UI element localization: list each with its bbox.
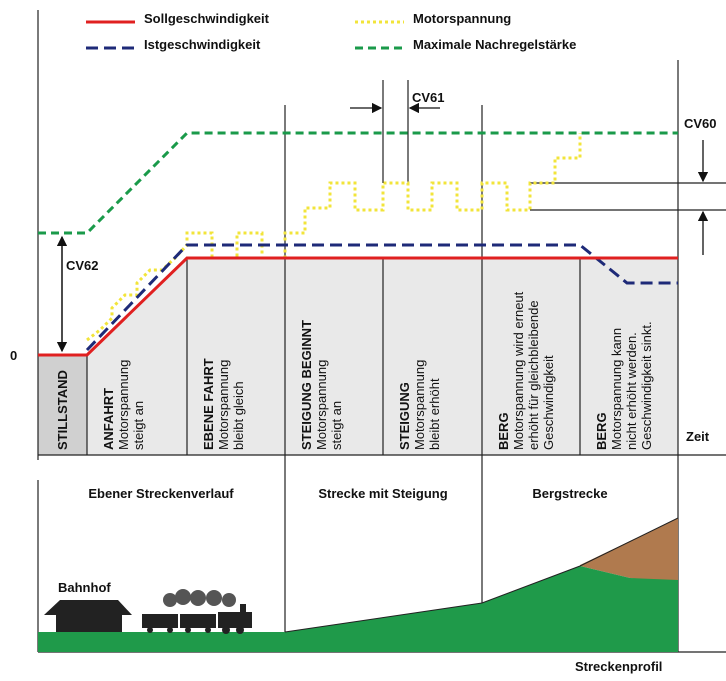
train <box>163 589 236 607</box>
cv62-label: CV62 <box>66 258 99 273</box>
station-label: Bahnhof <box>58 580 111 595</box>
station-roof <box>44 600 132 615</box>
phase-text: Geschwindigkeit <box>541 355 556 450</box>
phase-text: erhöht für gleichbleibende <box>526 300 541 450</box>
section-label: Bergstrecke <box>532 486 607 501</box>
train <box>142 604 252 634</box>
phase-text: steigt an <box>131 401 146 450</box>
legend-label: Maximale Nachregelstärke <box>413 37 576 52</box>
time-label: Zeit <box>686 429 710 444</box>
terrain <box>38 566 678 652</box>
section-label: Strecke mit Steigung <box>318 486 447 501</box>
phase-title: STILLSTAND <box>55 370 70 450</box>
legend-label: Istgeschwindigkeit <box>144 37 261 52</box>
section-label: Ebener Streckenverlauf <box>88 486 234 501</box>
phase-text: Motorspannung <box>116 360 131 450</box>
legend-label: Sollgeschwindigkeit <box>144 11 270 26</box>
phase-text: Geschwindigkeit sinkt. <box>639 321 654 450</box>
phase-text: nicht erhöht werden. <box>624 332 639 450</box>
phase-title: ANFAHRT <box>101 388 116 450</box>
station <box>56 614 122 632</box>
phase-text: Motorspannung kann <box>609 328 624 450</box>
phase-text: Motorspannung <box>314 360 329 450</box>
phase-title: BERG <box>594 412 609 450</box>
phase-title: STEIGUNG BEGINNT <box>299 320 314 450</box>
zero-label: 0 <box>10 348 17 363</box>
phase-text: Motorspannung wird erneut <box>511 291 526 450</box>
phase-text: bleibt gleich <box>231 381 246 450</box>
cv61-label: CV61 <box>412 90 445 105</box>
phase-title: EBENE FAHRT <box>201 358 216 450</box>
legend-label: Motorspannung <box>413 11 511 26</box>
caption: Streckenprofil <box>575 659 662 674</box>
phase-text: bleibt erhöht <box>427 378 442 450</box>
diagram: Sollgeschwindigkeit Istgeschwindigkeit M… <box>0 0 726 676</box>
cv60-label: CV60 <box>684 116 717 131</box>
phase-text: Motorspannung <box>412 360 427 450</box>
phase-title: STEIGUNG <box>397 382 412 450</box>
phase-title: BERG <box>496 412 511 450</box>
phase-text: Motorspannung <box>216 360 231 450</box>
phase-text: steigt an <box>329 401 344 450</box>
